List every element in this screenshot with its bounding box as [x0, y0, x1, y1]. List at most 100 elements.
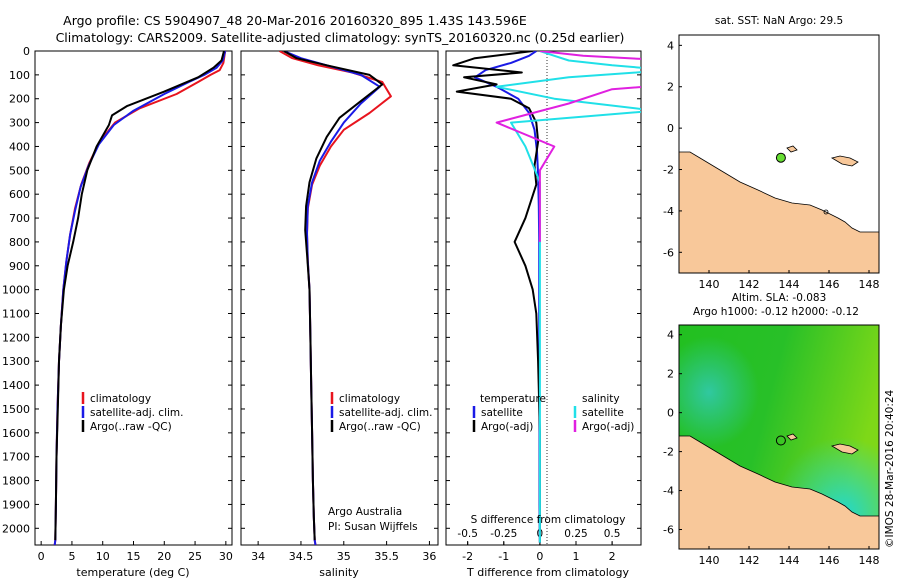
- salinity-annotation-institution: Argo Australia: [328, 506, 402, 518]
- figure-title-line2: Climatology: CARS2009. Satellite-adjuste…: [56, 30, 625, 45]
- difference-lines: [452, 51, 641, 543]
- y-tick-label: 500: [9, 164, 30, 177]
- temperature-axis: 0100200300400500600700800900100011001200…: [2, 45, 233, 563]
- salinity-plot-frame: [240, 50, 439, 546]
- legend-label-satellite: satellite-adj. clim.: [339, 407, 432, 419]
- island-shape: [786, 145, 798, 153]
- map-x-tick-label: 146: [819, 554, 840, 567]
- legend-label-t-satellite: satellite: [481, 407, 523, 419]
- map-y-tick-label: 0: [667, 122, 674, 135]
- s-tick-label: 0.5: [604, 528, 621, 540]
- map-x-tick-label: 144: [779, 554, 800, 567]
- series-line-salinity-satellite: [495, 51, 641, 543]
- map-x-tick-label: 140: [699, 554, 720, 567]
- map-x-tick-label: 142: [739, 278, 760, 291]
- sst-map-axis: 140 142 144 146 148 4 2 0 -2 -4 -6: [663, 39, 879, 291]
- map-y-tick-label: -6: [663, 246, 674, 259]
- new-guinea-coast: [679, 435, 879, 549]
- s-tick-label: 0.25: [564, 528, 587, 540]
- difference-plot-frame: [445, 50, 642, 546]
- legend-label-argo: Argo(..raw -QC): [90, 421, 172, 433]
- map-x-tick-label: 146: [819, 278, 840, 291]
- map-y-tick-label: 4: [667, 39, 674, 52]
- sla-map-field: [679, 325, 879, 549]
- argo-float-marker: [775, 435, 786, 446]
- sla-map-axis: 140 142 144 146 148 4 2 0 -2 -4 -6: [663, 329, 879, 567]
- map-x-tick-label: 142: [739, 554, 760, 567]
- x-tick-label: 30: [219, 550, 233, 563]
- series-line-temperature-argo-adj: [452, 51, 541, 543]
- salinity-axis: 34 34.5 35 35.5 36: [241, 50, 438, 563]
- x-tick-label: 35.5: [374, 550, 399, 563]
- sst-map-land: [679, 145, 879, 273]
- y-tick-label: 600: [9, 188, 30, 201]
- salinity-xlabel: salinity: [319, 566, 359, 579]
- map-y-tick-label: -6: [663, 524, 674, 537]
- temperature-plot-frame: [34, 50, 233, 546]
- y-tick-label: 200: [9, 93, 30, 106]
- x-tick-label: 34.5: [289, 550, 314, 563]
- s-difference-label: S difference from climatology: [471, 514, 626, 526]
- y-tick-label: 1100: [2, 308, 30, 321]
- y-tick-label: 1900: [2, 498, 30, 511]
- sla-map-frame: [678, 324, 880, 550]
- legend-label-climatology: climatology: [90, 393, 151, 405]
- y-tick-label: 700: [9, 212, 30, 225]
- island-shape: [786, 433, 798, 441]
- x-tick-label: 5: [68, 550, 75, 563]
- x-tick-label: -2: [462, 550, 473, 563]
- x-tick-label: 35: [337, 550, 351, 563]
- y-tick-label: 300: [9, 117, 30, 130]
- x-tick-label: 10: [96, 550, 110, 563]
- series-line-salinity-argo-adj: [495, 51, 641, 242]
- map-x-tick-label: 148: [859, 554, 880, 567]
- y-tick-label: 1800: [2, 475, 30, 488]
- sst-map-frame: [678, 34, 880, 274]
- x-tick-label: 15: [127, 550, 141, 563]
- y-tick-label: 1200: [2, 331, 30, 344]
- island-shape: [823, 209, 829, 215]
- y-tick-label: 2000: [2, 522, 30, 535]
- x-tick-label: 25: [188, 550, 202, 563]
- salinity-lines: [279, 51, 392, 545]
- y-tick-label: 1300: [2, 355, 30, 368]
- temperature-legend: climatology satellite-adj. clim. Argo(..…: [81, 392, 183, 433]
- y-tick-label: 0: [23, 45, 30, 58]
- map-y-tick-label: 2: [667, 368, 674, 381]
- island-shape: [830, 155, 859, 167]
- new-guinea-coast: [679, 151, 879, 273]
- s-tick-label: -0.25: [490, 528, 517, 540]
- legend-label-climatology: climatology: [339, 393, 400, 405]
- x-tick-label: 34: [251, 550, 265, 563]
- legend-label-satellite: satellite-adj. clim.: [90, 407, 183, 419]
- y-tick-label: 100: [9, 69, 30, 82]
- temperature-xlabel: temperature (deg C): [76, 566, 189, 579]
- difference-axis: -2 -1 0 1 2-0.5 -0.25 0 0.25 0.5: [446, 50, 641, 563]
- x-tick-label: 2: [609, 550, 616, 563]
- y-tick-label: 1500: [2, 403, 30, 416]
- x-tick-label: 36: [422, 550, 436, 563]
- y-tick-label: 1000: [2, 284, 30, 297]
- sla-map-title: Altim. SLA: -0.083: [732, 292, 827, 304]
- argo-float-marker: [775, 152, 786, 163]
- map-y-tick-label: -2: [663, 446, 674, 459]
- map-y-tick-label: 4: [667, 329, 674, 342]
- y-tick-label: 400: [9, 140, 30, 153]
- figure-title-line1: Argo profile: CS 5904907_48 20-Mar-2016 …: [63, 13, 527, 28]
- map-x-tick-label: 144: [779, 278, 800, 291]
- series-line-argo-raw-qc: [54, 51, 225, 541]
- legend-label-s-argo: Argo(-adj): [582, 421, 634, 433]
- island-shape: [830, 443, 859, 455]
- salinity-annotation-pi: PI: Susan Wijffels: [328, 521, 418, 533]
- legend-label-argo: Argo(..raw -QC): [339, 421, 421, 433]
- s-tick-label: -0.5: [457, 528, 478, 540]
- y-tick-label: 1700: [2, 451, 30, 464]
- map-y-tick-label: 0: [667, 407, 674, 420]
- difference-panel: -2 -1 0 1 2-0.5 -0.25 0 0.25 0.5 S difference fr…: [445, 50, 642, 579]
- map-y-tick-label: 2: [667, 81, 674, 94]
- x-tick-label: -1: [498, 550, 509, 563]
- imos-watermark: ©IMOS 28-Mar-2016 20:40:24: [884, 389, 896, 548]
- difference-legend: temperature salinity satellite Argo(-adj…: [472, 393, 634, 433]
- sst-map-panel: sat. SST: NaN Argo: 29.5 140 142 144 146 148…: [663, 15, 880, 291]
